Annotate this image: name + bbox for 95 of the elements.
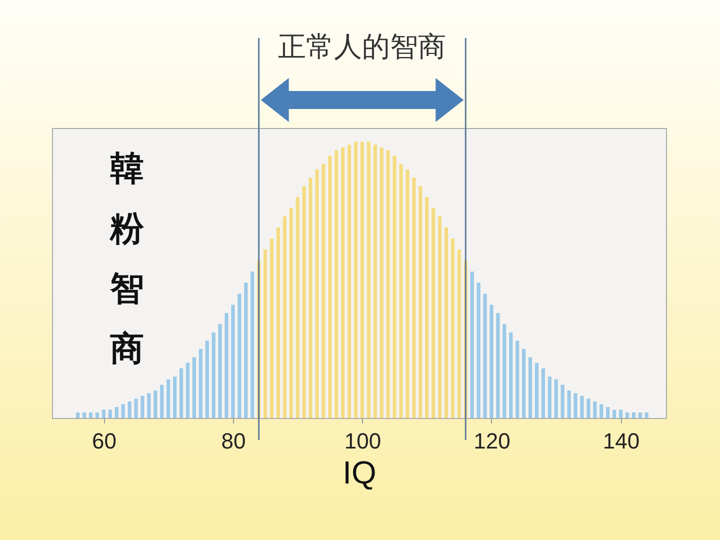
bar (341, 147, 345, 418)
bar (179, 368, 184, 418)
bar (541, 368, 545, 418)
bar (632, 412, 636, 418)
bar (250, 272, 254, 418)
bar (198, 348, 202, 418)
bar (192, 357, 196, 418)
bar (580, 396, 584, 418)
bar (218, 324, 222, 418)
x-tick-label: 120 (474, 428, 510, 454)
bar (121, 404, 125, 418)
bar (444, 227, 448, 418)
bar (490, 304, 494, 418)
bar (134, 398, 138, 418)
bar (360, 142, 364, 418)
bar (244, 282, 248, 418)
bar (212, 332, 216, 418)
bar (438, 216, 442, 418)
bar (88, 412, 93, 418)
bar (586, 398, 590, 418)
annotation: 韓粉智商 (109, 149, 145, 369)
bar (470, 272, 474, 418)
bar (205, 340, 209, 418)
bar (334, 150, 338, 418)
bar (366, 142, 370, 418)
bar (548, 376, 552, 418)
bar (263, 250, 268, 418)
bar (516, 340, 520, 418)
bar (522, 348, 526, 418)
bar (618, 410, 623, 418)
bar (380, 147, 384, 418)
bar (625, 412, 630, 418)
bar (450, 238, 455, 418)
bar (308, 178, 312, 418)
bar (231, 304, 235, 418)
bar (528, 357, 532, 418)
bar (392, 156, 396, 418)
bar (186, 362, 190, 418)
bar (95, 412, 100, 418)
bar (348, 144, 352, 418)
bar (606, 406, 610, 418)
bar (418, 186, 422, 418)
bar (289, 208, 293, 418)
bar (509, 332, 513, 418)
bar (644, 412, 648, 418)
bar (282, 216, 286, 418)
bar (567, 390, 571, 418)
bar (108, 410, 112, 418)
bar (140, 396, 144, 418)
bar (82, 412, 86, 418)
bar (412, 178, 416, 418)
bar (496, 313, 500, 418)
bar (354, 142, 358, 418)
bar (476, 282, 480, 418)
bar (406, 169, 410, 418)
bar (114, 406, 118, 418)
bar (147, 393, 151, 418)
bar (399, 164, 403, 418)
bar (238, 294, 242, 418)
bar (328, 156, 332, 418)
bar (302, 186, 306, 418)
bar (457, 250, 461, 418)
bar (154, 390, 158, 418)
bar (534, 362, 539, 418)
bar (373, 144, 377, 418)
bar (574, 393, 578, 418)
bar (638, 412, 642, 418)
bar (76, 412, 80, 418)
x-tick-label: 100 (344, 428, 382, 454)
bar (128, 401, 132, 418)
bar (224, 313, 228, 418)
x-tick-label: 140 (602, 428, 640, 454)
x-axis-title: IQ (342, 454, 376, 490)
bar (322, 164, 326, 418)
bar (276, 227, 280, 418)
text: 正常人的智商 (278, 30, 446, 63)
bar (173, 376, 177, 418)
bar (483, 294, 487, 418)
bar (502, 324, 506, 418)
bar (554, 379, 558, 418)
bar (612, 410, 616, 418)
bar (270, 238, 274, 418)
bar (425, 197, 429, 418)
bar (315, 169, 319, 418)
x-tick-label: 60 (92, 428, 116, 454)
bar (166, 379, 170, 418)
bar (296, 197, 300, 418)
x-tick-label: 80 (221, 428, 246, 454)
bar (432, 208, 436, 418)
bar (160, 384, 164, 418)
bar (593, 401, 597, 418)
bar (386, 150, 390, 418)
bar (600, 404, 604, 418)
bar (560, 384, 564, 418)
bar (102, 410, 106, 418)
